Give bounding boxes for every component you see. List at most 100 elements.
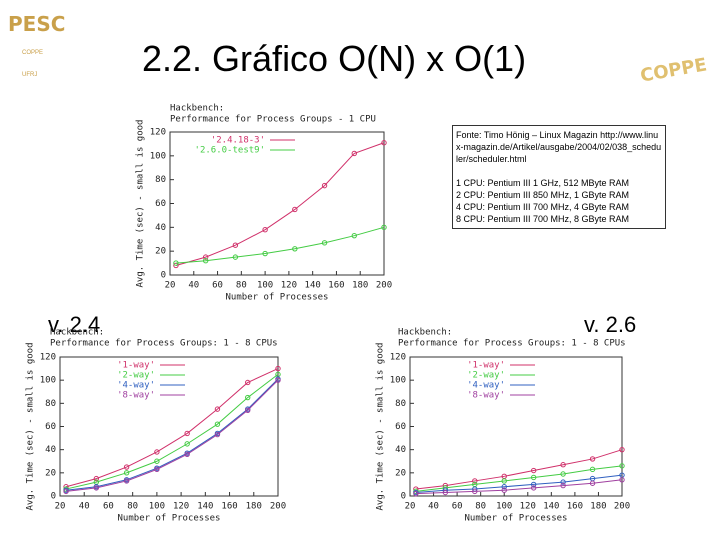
data-point — [154, 466, 160, 473]
x-tick-label: 80 — [236, 281, 247, 291]
data-point — [93, 485, 100, 491]
data-point — [245, 379, 251, 386]
y-tick-label: 120 — [150, 128, 166, 138]
chart-title: Hackbench: — [50, 328, 104, 338]
legend-label: '4-way' — [467, 381, 505, 391]
data-point — [123, 470, 130, 476]
data-point — [123, 478, 130, 484]
data-point — [619, 477, 625, 483]
x-tick-label: 180 — [246, 502, 262, 512]
x-tick-label: 100 — [257, 281, 273, 291]
x-tick-label: 140 — [543, 502, 559, 512]
y-tick-label: 40 — [395, 445, 406, 455]
x-tick-label: 20 — [55, 502, 66, 512]
data-point — [381, 140, 387, 146]
version-label: v. 2.4 — [48, 312, 101, 337]
data-point — [351, 232, 357, 239]
series-line — [415, 474, 623, 494]
version-label: v. 2.6 — [584, 312, 637, 337]
x-tick-label: 80 — [127, 502, 138, 512]
x-tick-label: 140 — [197, 502, 213, 512]
chart-subtitle: Performance for Process Groups - 1 CPU — [170, 115, 376, 125]
x-tick-label: 40 — [188, 281, 199, 291]
x-tick-label: 160 — [328, 281, 344, 291]
data-point — [472, 488, 478, 495]
x-tick-label: 100 — [149, 502, 165, 512]
series-line — [415, 479, 623, 495]
x-tick-label: 60 — [452, 502, 463, 512]
data-point — [589, 466, 596, 473]
series-line — [65, 368, 279, 488]
legend-label: '1-way' — [117, 361, 155, 371]
x-tick-label: 20 — [165, 281, 176, 291]
series-line — [175, 226, 385, 264]
data-point — [154, 449, 160, 455]
data-point — [530, 485, 537, 491]
legend-label: '2.6.0-test9' — [195, 146, 265, 156]
y-tick-label: 40 — [45, 445, 56, 455]
data-point — [321, 240, 328, 246]
source-box: Fonte: Timo Hönig – Linux Magazin http:/… — [452, 125, 666, 229]
chart-title: Hackbench: — [170, 104, 224, 114]
series-line — [65, 373, 279, 490]
data-point — [275, 377, 281, 383]
data-point — [154, 458, 160, 464]
y-tick-label: 80 — [395, 399, 406, 409]
series-line — [65, 378, 279, 491]
cpu-line: 1 CPU: Pentium III 1 GHz, 512 MByte RAM — [456, 178, 630, 188]
y-tick-label: 120 — [40, 353, 56, 363]
legend-label: '2.4.18-3' — [211, 136, 265, 146]
x-tick-label: 120 — [173, 502, 189, 512]
y-tick-label: 80 — [45, 399, 56, 409]
data-point — [202, 254, 209, 260]
data-point — [560, 471, 566, 477]
data-point — [501, 478, 507, 484]
data-point — [214, 406, 221, 412]
data-point — [619, 446, 625, 453]
x-axis-label: Number of Processes — [226, 293, 329, 303]
y-tick-label: 120 — [390, 353, 406, 363]
data-point — [262, 227, 268, 233]
x-tick-label: 180 — [352, 281, 368, 291]
logo-sub: UFRJ — [22, 72, 38, 78]
cpu-line: 8 CPU: Pentium III 700 MHz, 8 GByte RAM — [456, 214, 630, 224]
x-tick-label: 160 — [221, 502, 237, 512]
slide-title: 2.2. Gráfico O(N) x O(1) — [142, 38, 527, 79]
chart-title: Hackbench: — [398, 328, 452, 338]
data-point — [292, 206, 298, 213]
data-point — [173, 260, 179, 266]
data-point — [245, 394, 251, 401]
data-point — [184, 451, 190, 457]
y-tick-label: 100 — [390, 376, 406, 386]
chart-subtitle: Performance for Process Groups: 1 - 8 CP… — [50, 339, 278, 349]
data-point — [245, 407, 251, 413]
legend-label: '4-way' — [117, 381, 155, 391]
cpu-line: 2 CPU: Pentium III 850 MHz, 1 GByte RAM — [456, 190, 630, 200]
plot-frame — [59, 356, 279, 497]
data-point — [184, 430, 190, 437]
y-tick-label: 100 — [150, 151, 166, 161]
data-point — [232, 242, 239, 248]
data-point — [173, 262, 179, 269]
data-point — [262, 250, 268, 257]
data-point — [589, 480, 596, 486]
legend-label: '1-way' — [467, 361, 505, 371]
data-point — [321, 182, 328, 189]
data-point — [232, 254, 239, 260]
data-point — [292, 246, 298, 252]
x-tick-label: 20 — [405, 502, 416, 512]
data-point — [202, 258, 209, 264]
series-line — [175, 142, 385, 266]
series-line — [65, 379, 279, 492]
y-tick-label: 20 — [45, 468, 56, 478]
data-point — [214, 421, 221, 427]
y-tick-label: 60 — [155, 199, 166, 209]
x-tick-label: 120 — [520, 502, 536, 512]
x-tick-label: 200 — [376, 281, 392, 291]
x-tick-label: 200 — [614, 502, 630, 512]
y-tick-label: 100 — [40, 376, 56, 386]
source: Fonte: Timo Hönig – Linux Magazin http:/… — [456, 130, 662, 164]
x-tick-label: 200 — [270, 502, 286, 512]
x-tick-label: 80 — [475, 502, 486, 512]
